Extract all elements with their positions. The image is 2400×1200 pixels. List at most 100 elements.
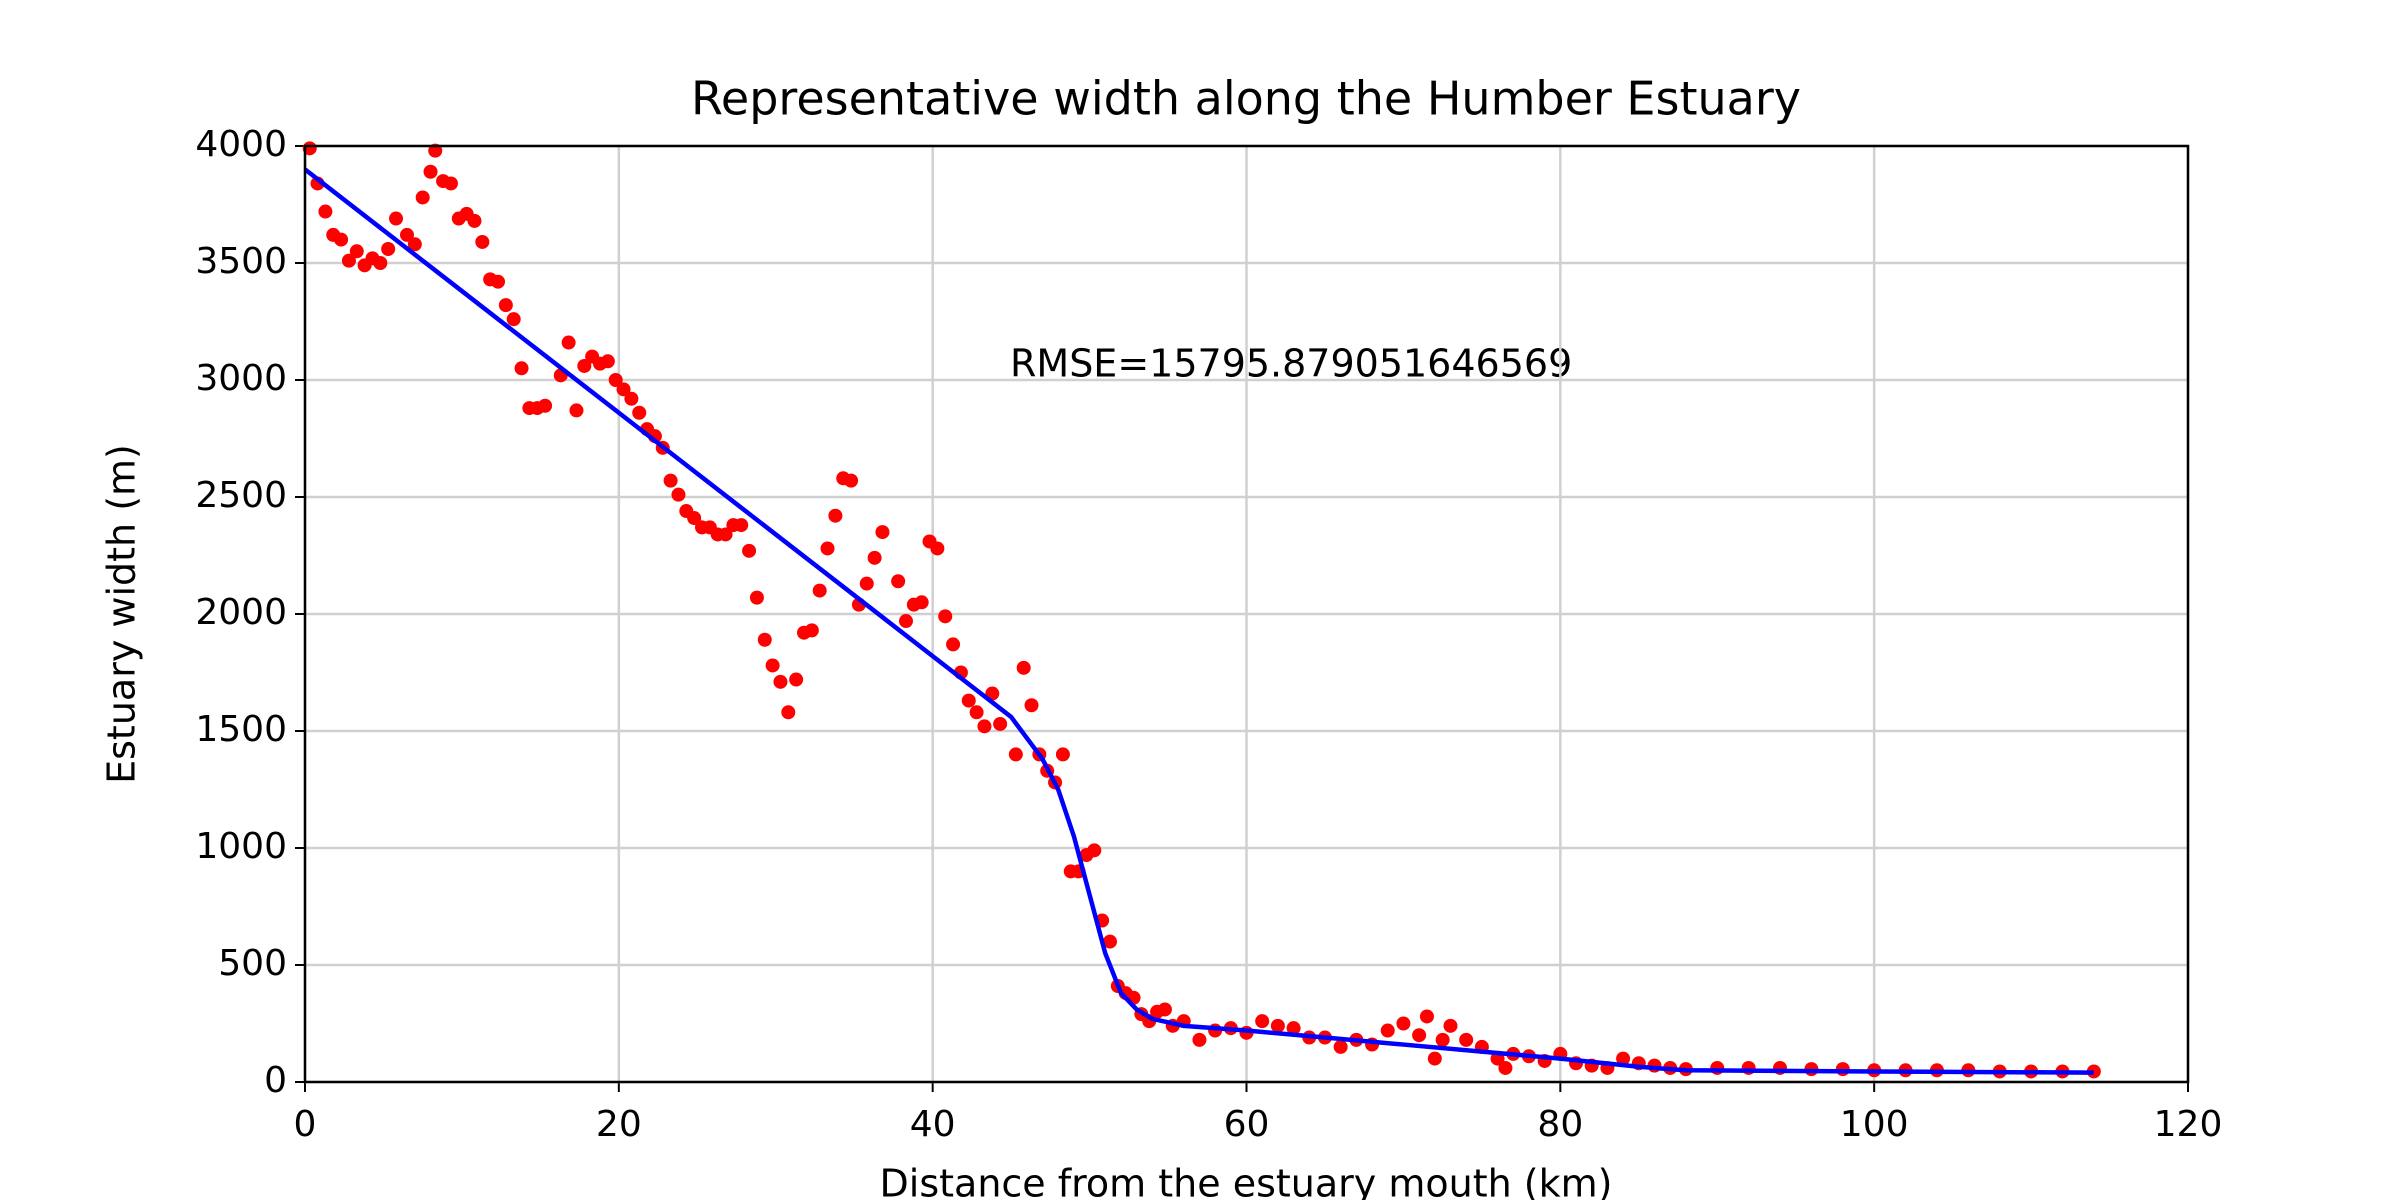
y-tick-label: 2000: [195, 592, 287, 633]
x-tick-label: 40: [910, 1104, 956, 1145]
data-point: [475, 234, 490, 249]
y-tick-label: 3500: [195, 241, 287, 282]
data-point: [624, 391, 639, 406]
plot-frame: [303, 144, 2190, 1084]
x-tick-label: 20: [596, 1104, 642, 1145]
data-point: [491, 274, 506, 289]
data-point: [1286, 1021, 1301, 1036]
data-point: [467, 213, 482, 228]
data-point: [1443, 1018, 1458, 1033]
data-point: [506, 312, 521, 327]
data-point: [804, 623, 819, 638]
data-point: [1087, 843, 1102, 858]
data-point: [828, 508, 843, 523]
data-point: [969, 705, 984, 720]
data-point: [561, 335, 576, 350]
data-point: [415, 190, 430, 205]
data-point: [867, 550, 882, 565]
x-tick-label: 0: [294, 1104, 317, 1145]
data-point: [407, 237, 422, 252]
data-point: [423, 164, 438, 179]
data-point: [1024, 698, 1039, 713]
x-axis-label: Distance from the estuary mouth (km): [880, 1162, 1613, 1200]
data-point: [671, 487, 686, 502]
y-tick-label: 500: [218, 943, 287, 984]
data-point: [765, 658, 780, 673]
data-point: [1435, 1032, 1450, 1047]
data-point: [399, 227, 414, 242]
data-point: [1102, 934, 1117, 949]
data-point: [663, 473, 678, 488]
data-point: [977, 719, 992, 734]
data-point: [538, 398, 553, 413]
y-tick-label: 3000: [195, 358, 287, 399]
data-point: [898, 614, 913, 629]
data-point: [1055, 747, 1070, 762]
data-point: [757, 632, 772, 647]
data-point: [734, 518, 749, 533]
data-point: [1008, 747, 1023, 762]
data-point: [930, 541, 945, 556]
data-point: [1616, 1051, 1631, 1066]
data-point: [577, 358, 592, 373]
data-point: [749, 590, 764, 605]
annotation: RMSE=15795.879051646569: [1010, 342, 1572, 386]
y-axis-label: Estuary width (m): [100, 444, 144, 784]
data-point: [859, 576, 874, 591]
data-point: [381, 241, 396, 256]
data-point: [742, 543, 757, 558]
y-tick-label: 2500: [195, 475, 287, 516]
data-point: [608, 373, 623, 387]
data-point: [718, 527, 733, 542]
data-point: [1016, 660, 1031, 675]
data-point: [349, 244, 364, 259]
data-point: [1270, 1018, 1285, 1033]
data-point: [334, 232, 349, 247]
data-point: [938, 609, 953, 624]
data-point: [1157, 1002, 1172, 1017]
data-point: [632, 405, 647, 420]
data-point: [1498, 1060, 1513, 1075]
data-point: [1459, 1032, 1474, 1047]
data-point: [781, 705, 796, 720]
data-point: [812, 583, 827, 598]
data-point: [946, 637, 961, 652]
data-point: [514, 361, 529, 376]
y-tick-label: 4000: [195, 124, 287, 165]
data-point: [875, 525, 890, 540]
data-point: [961, 693, 976, 708]
chart-title: Representative width along the Humber Es…: [691, 72, 1801, 126]
data-point: [1412, 1028, 1427, 1043]
x-tick-label: 80: [1537, 1104, 1583, 1145]
data-point: [914, 595, 929, 610]
data-point: [1427, 1051, 1442, 1066]
y-tick-label: 1000: [195, 826, 287, 867]
data-point: [443, 176, 458, 191]
data-point: [1255, 1014, 1270, 1029]
data-point: [389, 211, 404, 226]
x-tick-label: 60: [1224, 1104, 1270, 1145]
data-point: [373, 256, 388, 270]
data-point: [569, 403, 584, 418]
data-point: [1396, 1016, 1411, 1031]
data-point: [341, 253, 356, 268]
y-tick-label: 1500: [195, 709, 287, 750]
fit-line: [303, 167, 2094, 1075]
y-tick-label: 0: [264, 1060, 287, 1101]
data-point: [1380, 1023, 1395, 1038]
data-point: [600, 354, 615, 369]
data-point: [820, 541, 835, 556]
data-point: [773, 674, 788, 689]
data-point: [993, 716, 1008, 731]
data-point: [891, 574, 906, 589]
data-point: [844, 473, 859, 488]
data-point: [318, 204, 333, 219]
data-point: [1333, 1039, 1348, 1054]
data-point: [789, 672, 804, 687]
data-point: [1710, 1060, 1725, 1075]
data-point: [498, 298, 513, 313]
x-tick-label: 120: [2154, 1104, 2223, 1145]
data-point: [1419, 1009, 1434, 1024]
data-point: [616, 382, 631, 397]
